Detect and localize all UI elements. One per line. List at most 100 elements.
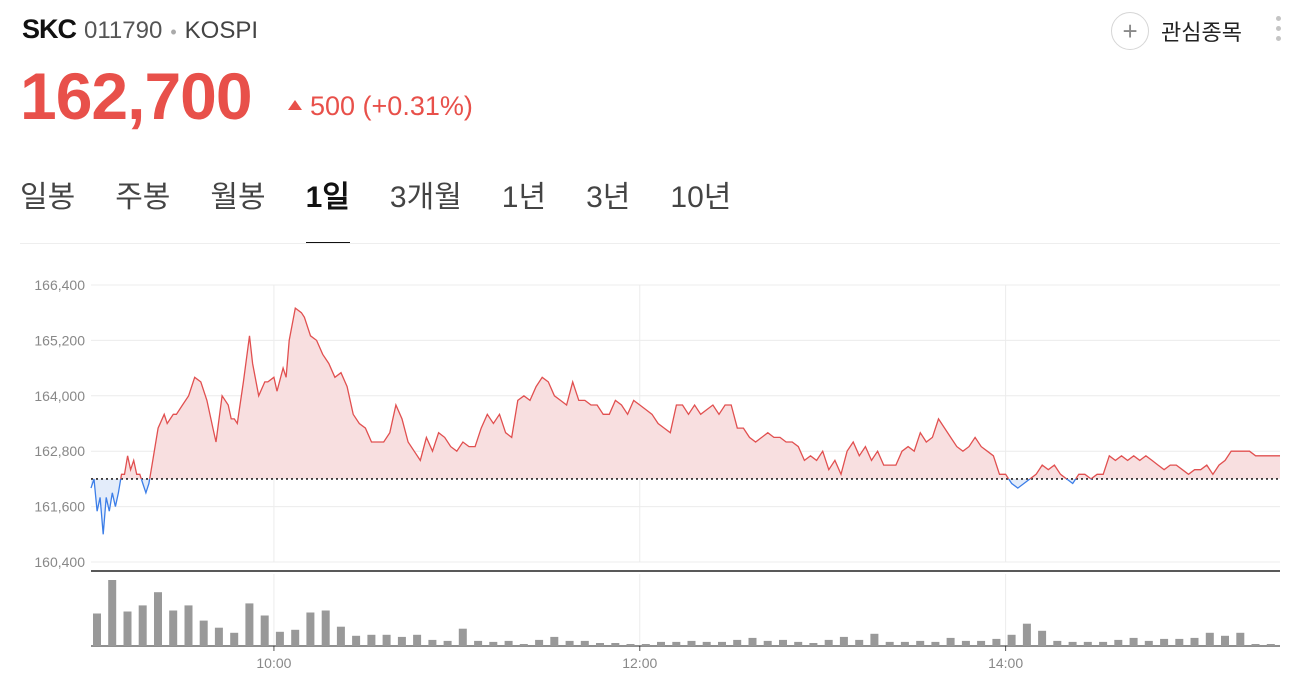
volume-bar: [1053, 640, 1062, 646]
tab-1day[interactable]: 1일: [305, 172, 351, 244]
volume-bar: [1221, 635, 1229, 646]
volume-bar: [291, 629, 300, 646]
volume-bar: [1175, 638, 1184, 646]
volume-bar: [535, 639, 544, 646]
tab-3months[interactable]: 3개월: [389, 181, 462, 214]
price-change: 500 (+0.31%): [288, 91, 473, 122]
volume-bar: [474, 640, 483, 646]
volume-bar: [199, 620, 208, 646]
price-area-up: [120, 308, 1280, 479]
volume-bar: [123, 611, 132, 646]
volume-bar: [154, 592, 162, 646]
volume-bar: [1160, 638, 1169, 646]
volume-bar: [321, 610, 330, 646]
volume-bar: [93, 613, 101, 646]
volume-bar: [275, 631, 284, 646]
volume-bar: [824, 639, 833, 646]
current-price: 162,700: [20, 59, 253, 133]
tabs-divider: [20, 243, 1280, 244]
volume-bar: [839, 636, 848, 646]
volume-bar: [977, 640, 986, 646]
up-arrow-icon: [288, 99, 302, 110]
volume-bar: [1022, 623, 1031, 646]
volume-bar: [870, 633, 879, 646]
volume-bar: [702, 641, 711, 646]
y-tick-label: 165,200: [34, 332, 85, 348]
y-tick-label: 160,400: [34, 554, 85, 570]
volume-bar: [961, 640, 970, 646]
x-tick-label: 10:00: [256, 655, 291, 671]
volume-bar: [397, 636, 406, 646]
volume-bar: [596, 643, 604, 646]
volume-bar: [1007, 634, 1016, 646]
volume-bar: [1099, 641, 1108, 646]
volume-bar: [382, 634, 391, 646]
watchlist-label: 관심종목: [1161, 20, 1242, 45]
volume-bar: [260, 615, 269, 646]
volume-bar: [504, 640, 513, 646]
volume-bar: [184, 605, 193, 646]
tab-weekly[interactable]: 주봉: [115, 181, 171, 214]
volume-bar: [794, 641, 803, 646]
volume-bar: [108, 580, 117, 646]
volume-bar: [1144, 640, 1153, 646]
volume-bar: [169, 610, 178, 646]
market-name: KOSPI: [184, 17, 258, 44]
volume-bar: [1114, 639, 1123, 646]
volume-bar: [916, 640, 925, 646]
volume-bar: [672, 641, 681, 646]
volume-bar: [946, 637, 955, 646]
volume-bar: [687, 640, 696, 646]
plus-icon: +: [1111, 12, 1150, 50]
volume-bar: [458, 628, 467, 646]
volume-bar: [1251, 644, 1260, 646]
volume-bar: [413, 634, 422, 646]
volume-bar: [306, 612, 315, 646]
more-vertical-icon[interactable]: [1272, 16, 1284, 46]
separator-dot: •: [170, 22, 177, 42]
volume-bar: [1083, 641, 1092, 646]
volume-bar: [428, 639, 437, 646]
volume-bar: [1068, 641, 1077, 646]
volume-bar: [626, 644, 635, 646]
y-tick-label: 166,400: [34, 277, 85, 293]
tab-1year[interactable]: 1년: [501, 181, 547, 214]
volume-bar: [931, 641, 940, 646]
volume-bar: [1190, 637, 1199, 646]
price-change-value: 500 (+0.31%): [310, 91, 473, 121]
volume-bar: [733, 639, 742, 646]
volume-bar: [641, 644, 650, 646]
volume-bar: [885, 641, 894, 646]
volume-bar: [718, 641, 726, 646]
volume-bar: [1236, 632, 1245, 646]
volume-bar: [550, 636, 559, 646]
price-line-up: [93, 306, 1280, 479]
volume-bar: [230, 632, 239, 646]
volume-bar: [1129, 637, 1138, 646]
volume-bar: [779, 639, 787, 646]
volume-bar: [565, 640, 574, 646]
volume-bar: [367, 634, 376, 646]
volume-bar: [748, 637, 757, 646]
tab-daily[interactable]: 일봉: [20, 181, 76, 214]
tab-3years[interactable]: 3년: [586, 181, 631, 214]
volume-bar: [1205, 632, 1214, 646]
tab-10years[interactable]: 10년: [670, 181, 732, 214]
volume-bar: [489, 641, 498, 646]
period-tabs: 일봉 주봉 월봉 1일 3개월 1년 3년 10년: [20, 172, 771, 244]
add-to-watchlist-button[interactable]: + 관심종목: [1111, 12, 1242, 50]
tab-monthly[interactable]: 월봉: [210, 181, 266, 214]
volume-bar: [352, 635, 361, 646]
volume-bar: [611, 643, 620, 646]
volume-bar: [580, 640, 589, 646]
x-tick-label: 12:00: [622, 655, 657, 671]
volume-bar: [443, 640, 452, 646]
volume-bar: [138, 605, 147, 646]
volume-bar: [992, 638, 1001, 646]
stock-header: SKC 011790 • KOSPI: [22, 14, 258, 45]
volume-bar: [657, 641, 665, 646]
volume-bar: [1038, 630, 1047, 646]
volume-bar: [855, 639, 864, 646]
volume-bar: [214, 627, 223, 646]
